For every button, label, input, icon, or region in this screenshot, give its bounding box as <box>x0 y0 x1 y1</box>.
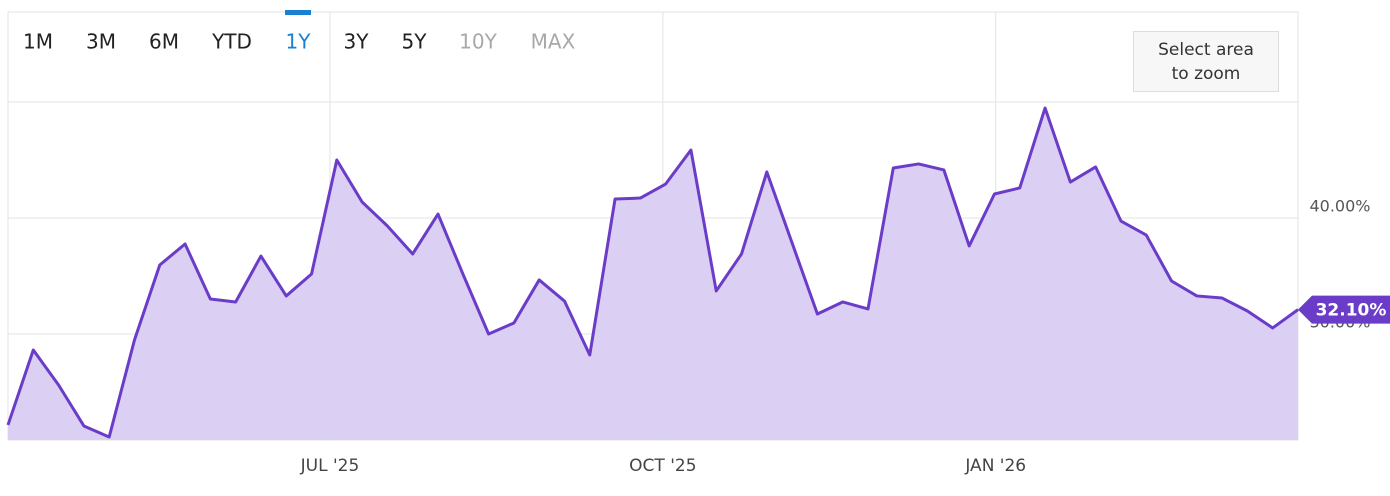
range-button[interactable]: 3Y <box>344 30 370 54</box>
value-label: 32.10% <box>1316 301 1387 321</box>
range-button[interactable]: 5Y <box>402 30 428 54</box>
x-tick-label: OCT '25 <box>629 456 696 476</box>
range-button[interactable]: 1M <box>23 30 53 54</box>
x-tick-label: JUL '25 <box>300 456 360 476</box>
line <box>6 106 1299 439</box>
range-button[interactable]: 6M <box>149 30 179 54</box>
range-button[interactable]: YTD <box>211 30 252 54</box>
range-button: MAX <box>531 30 576 54</box>
y-tick-label: 40.00% <box>1309 196 1370 215</box>
range-button: 10Y <box>459 30 497 54</box>
value-badge <box>1298 295 1390 324</box>
range-button[interactable]: 1Y <box>286 30 312 54</box>
area <box>8 108 1298 440</box>
range-button[interactable]: 3M <box>86 30 116 54</box>
selected-indicator <box>285 10 311 15</box>
zoom-button[interactable]: Select area to zoom <box>1133 31 1279 92</box>
x-tick-label: JAN '26 <box>964 456 1026 476</box>
